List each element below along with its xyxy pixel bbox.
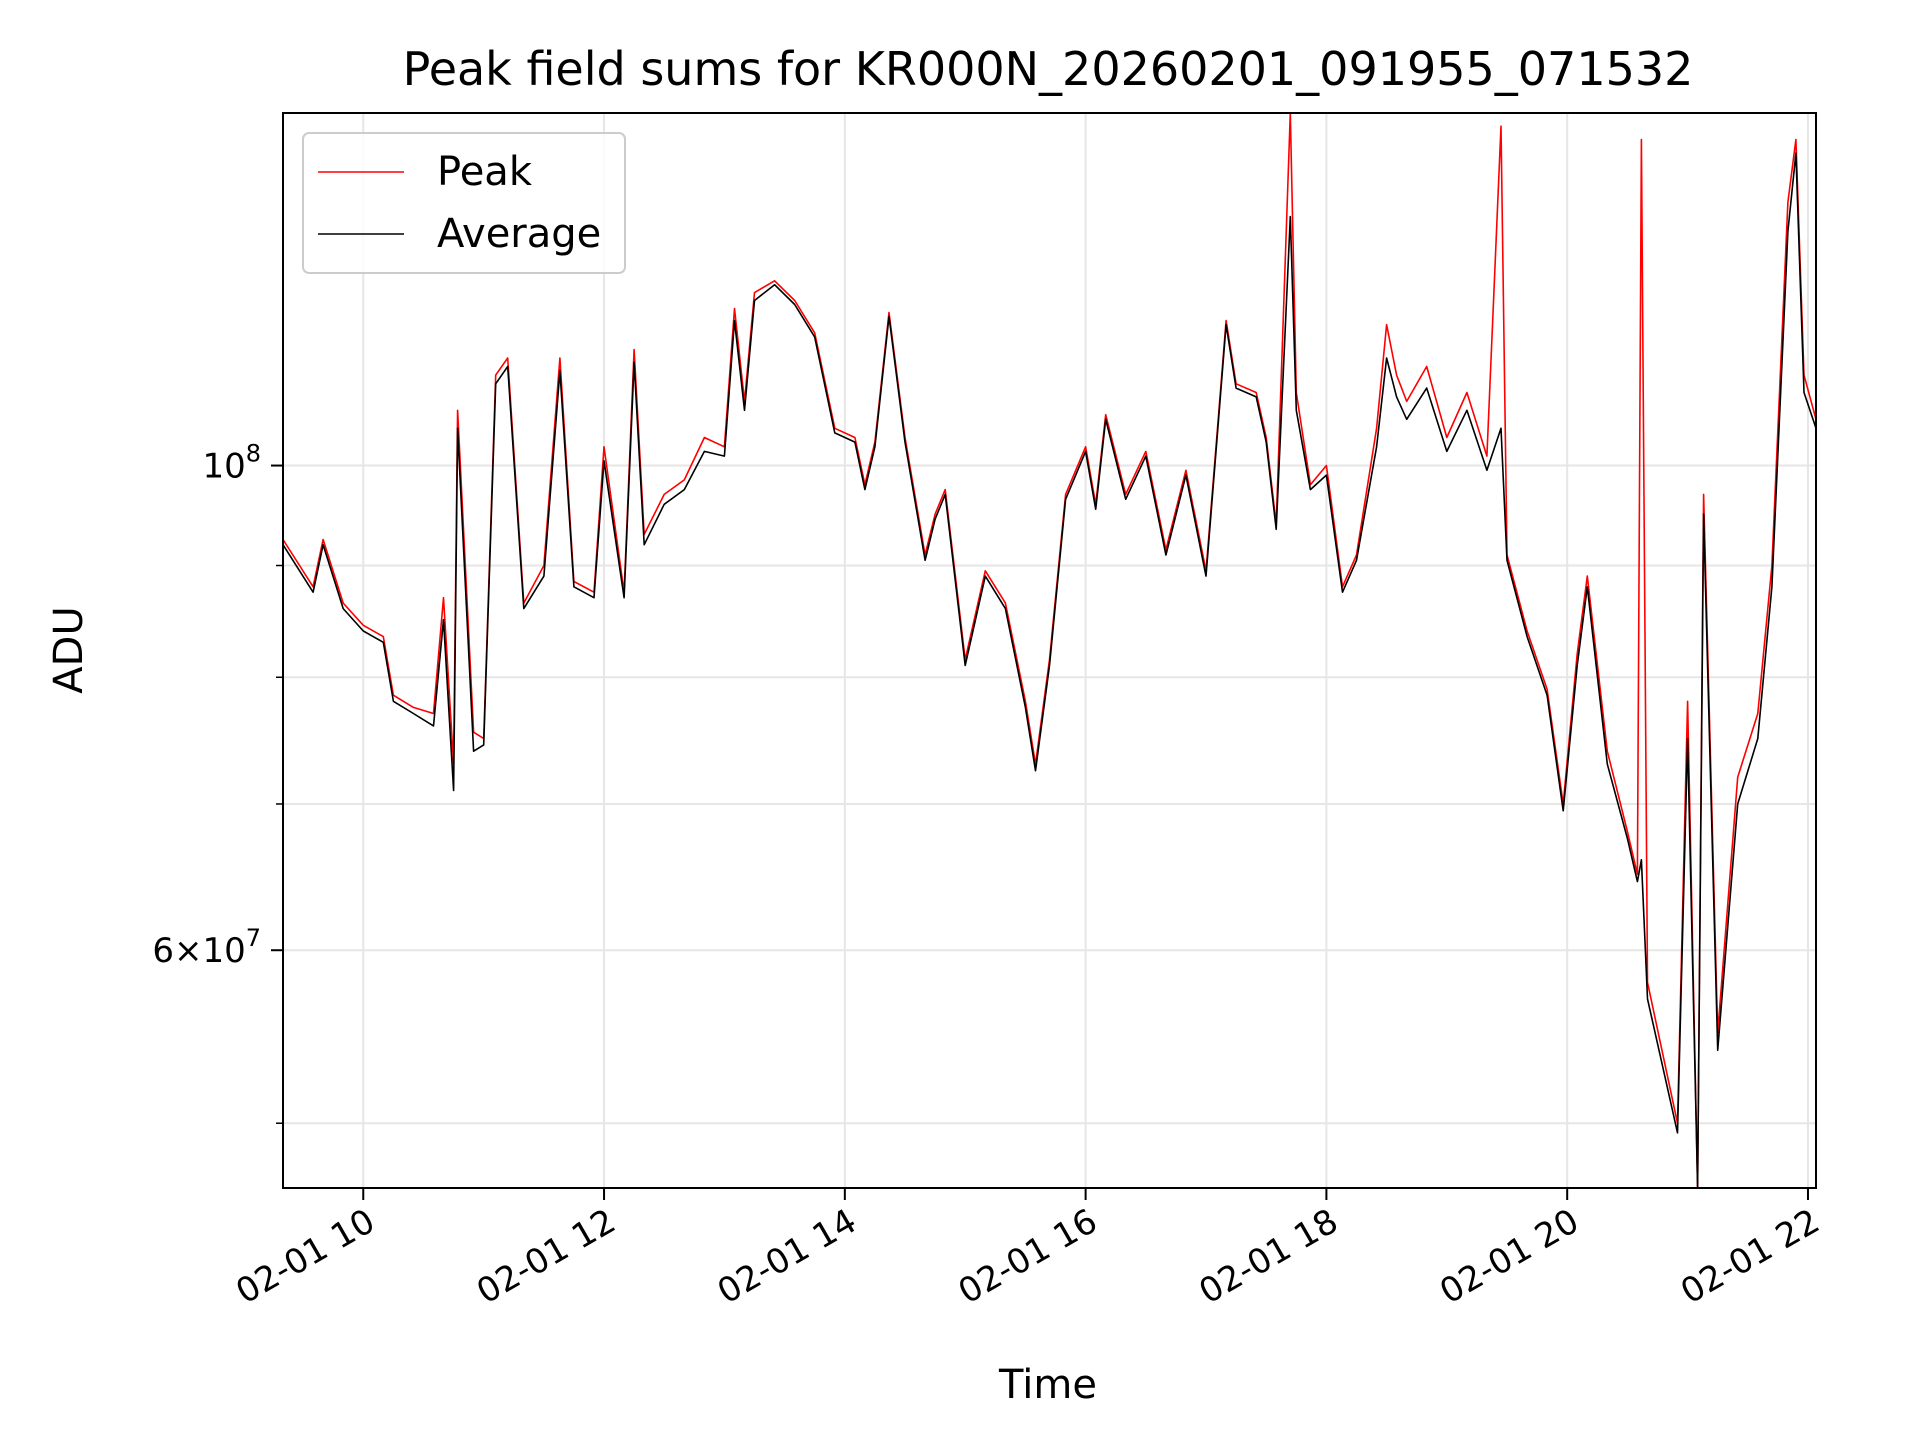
plot-series	[282, 112, 1817, 1189]
series-line-average	[282, 152, 1817, 1189]
y-axis-label: ADU	[46, 606, 92, 693]
legend-frame	[302, 132, 626, 274]
legend: Peak Average	[302, 132, 626, 274]
y-tick-label: 108	[202, 440, 261, 487]
y-axis-ticks: 108 6×107	[152, 440, 283, 1124]
plot-frame	[282, 112, 1817, 1189]
chart-title: Peak field sums for KR000N_20260201_0919…	[403, 42, 1694, 96]
legend-label-peak: Peak	[437, 149, 533, 195]
legend-label-average: Average	[437, 211, 601, 257]
grid-lines	[283, 113, 1816, 1188]
y-tick-label: 6×107	[152, 924, 261, 971]
x-axis-label: Time	[998, 1362, 1097, 1408]
series-line-peak	[282, 112, 1817, 1189]
